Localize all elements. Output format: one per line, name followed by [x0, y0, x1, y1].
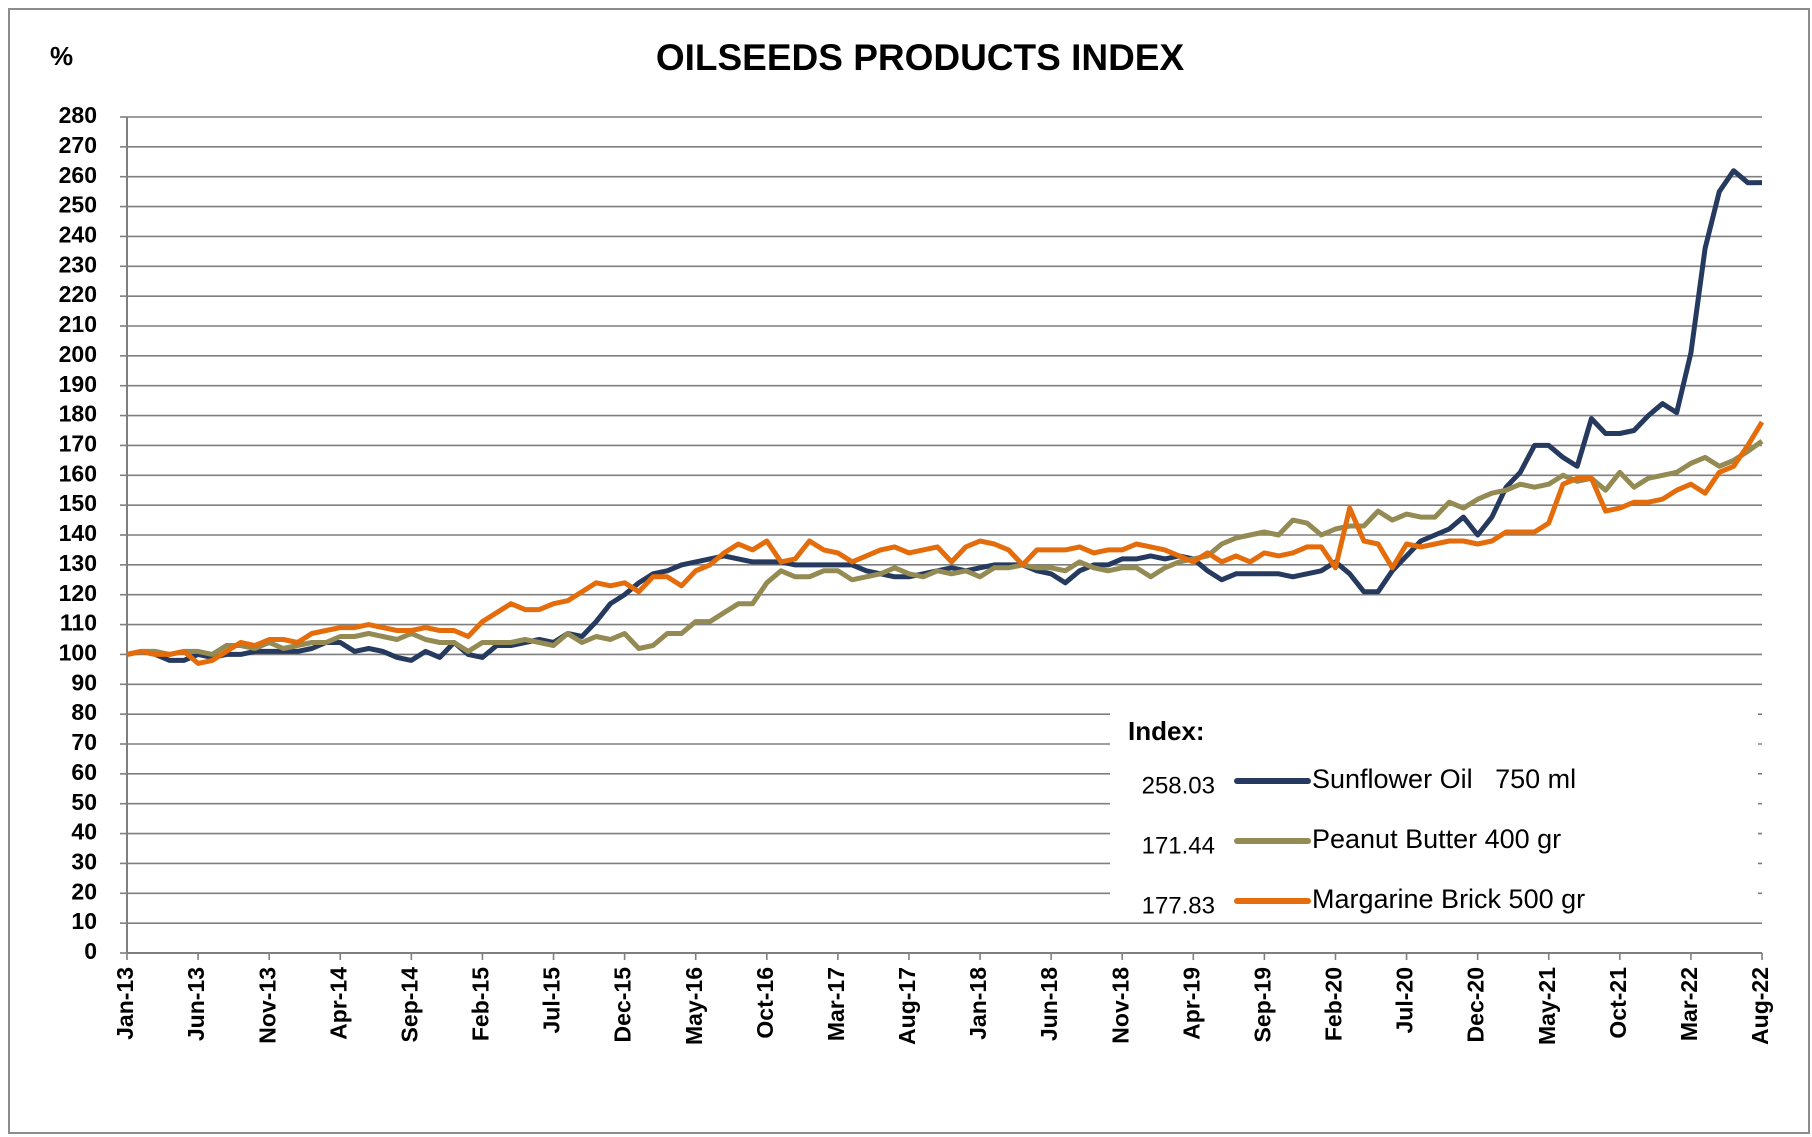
x-tick-label: Dec-20: [1463, 967, 1489, 1042]
x-tick-label: Dec-15: [610, 967, 636, 1043]
x-tick-label: Aug-22: [1747, 967, 1773, 1045]
grid: 0 10 20 30 40 50 60 70 80 90 100 110 120 130 140 150 160…: [59, 102, 1773, 1045]
y-tick-label: 150: [59, 490, 97, 516]
y-tick-label: 50: [71, 789, 97, 815]
y-tick-label: 160: [59, 460, 97, 486]
x-tick-label: Aug-17: [894, 967, 920, 1045]
y-tick-label: 170: [59, 431, 97, 457]
legend: Index: 258.03 Sunflower Oil 750 ml 171.44 P…: [1110, 705, 1758, 920]
y-tick-label: 40: [71, 819, 97, 845]
y-tick-label: 130: [59, 550, 97, 576]
x-tick-label: Feb-20: [1321, 967, 1347, 1041]
x-tick-label: Sep-14: [396, 967, 422, 1043]
series-line: [126, 168, 1763, 663]
x-tick-label: Oct-21: [1605, 967, 1631, 1039]
x-tick-label: Jun-18: [1036, 967, 1062, 1041]
y-tick-label: 230: [59, 251, 97, 277]
chart-frame: [8, 8, 1810, 1134]
y-tick-label: 90: [71, 669, 97, 695]
y-tick-label: 100: [59, 640, 97, 666]
y-tick-label: 190: [59, 371, 97, 397]
legend-label: Peanut Butter 400 gr: [1312, 824, 1561, 854]
x-tick-label: Nov-13: [254, 967, 280, 1044]
x-tick-label: Mar-17: [823, 967, 849, 1041]
legend-index-value: 171.44: [1142, 832, 1215, 859]
lines: [126, 168, 1765, 666]
y-tick-label: 80: [71, 699, 97, 725]
x-tick-label: Jan-18: [965, 967, 991, 1040]
y-tick-label: 140: [59, 520, 97, 546]
legend-index-value: 258.03: [1142, 772, 1215, 799]
y-tick-label: 20: [71, 878, 97, 904]
x-tick-label: Feb-15: [468, 967, 494, 1041]
x-tick-label: Jan-13: [112, 967, 138, 1040]
y-tick-label: 180: [59, 401, 97, 427]
y-tick-label: 0: [84, 938, 97, 964]
series-line: [126, 420, 1765, 666]
y-tick-label: 280: [59, 102, 97, 128]
y-tick-label: 270: [59, 132, 97, 158]
y-tick-label: 200: [59, 341, 97, 367]
chart-title: OILSEEDS PRODUCTS INDEX: [656, 37, 1185, 78]
y-tick-label: 120: [59, 580, 97, 606]
legend-index-value: 177.83: [1142, 892, 1215, 919]
series-line: [126, 439, 1764, 657]
x-tick-label: Jul-15: [539, 967, 565, 1034]
x-tick-label: May-16: [681, 967, 707, 1045]
y-tick-label: 210: [59, 311, 97, 337]
y-tick-label: 240: [59, 222, 97, 248]
legend-label: Sunflower Oil 750 ml: [1312, 764, 1576, 794]
legend-title: Index:: [1128, 716, 1205, 746]
x-tick-label: Mar-22: [1676, 967, 1702, 1041]
legend-box: [1110, 705, 1758, 920]
y-tick-label: 220: [59, 281, 97, 307]
y-tick-label: 250: [59, 192, 97, 218]
y-tick-label: 60: [71, 759, 97, 785]
y-tick-label: 110: [60, 610, 97, 636]
x-tick-label: Oct-16: [752, 967, 778, 1039]
x-tick-label: May-21: [1534, 967, 1560, 1045]
legend-label: Margarine Brick 500 gr: [1312, 884, 1585, 914]
x-tick-label: Jul-20: [1392, 967, 1418, 1033]
y-tick-label: 10: [71, 908, 97, 934]
x-tick-label: Apr-14: [325, 967, 351, 1040]
x-tick-label: Jun-13: [183, 967, 209, 1041]
y-tick-label: 260: [59, 162, 97, 188]
x-tick-label: Nov-18: [1107, 967, 1133, 1044]
y-tick-label: 30: [71, 849, 97, 875]
y-tick-label: 70: [71, 729, 97, 755]
y-axis-label: %: [50, 41, 73, 71]
x-tick-label: Sep-19: [1249, 967, 1275, 1042]
x-tick-label: Apr-19: [1178, 967, 1204, 1040]
